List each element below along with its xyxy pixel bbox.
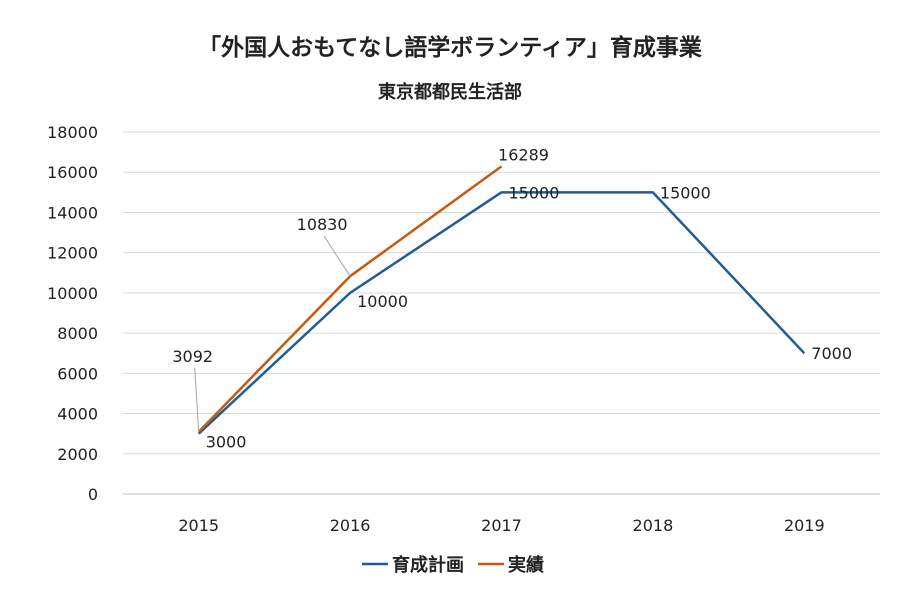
- y-tick-label: 4000: [57, 405, 98, 424]
- chart-subtitle: 東京都都民生活部: [378, 82, 522, 103]
- x-tick-label: 2015: [178, 516, 219, 535]
- x-tick-label: 2017: [481, 516, 522, 535]
- data-label-plan: 15000: [509, 183, 560, 202]
- leader-line: [323, 235, 351, 277]
- y-tick-label: 10000: [47, 284, 98, 303]
- data-label-plan: 7000: [811, 344, 852, 363]
- x-tick-label: 2016: [330, 516, 371, 535]
- x-tick-label: 2019: [784, 516, 825, 535]
- data-label-plan: 3000: [206, 433, 247, 452]
- data-label-plan: 15000: [660, 183, 711, 202]
- data-label-actual: 16289: [498, 145, 549, 164]
- y-tick-label: 2000: [57, 445, 98, 464]
- legend-label-actual: 実績: [508, 554, 544, 576]
- y-tick-label: 12000: [47, 244, 98, 263]
- data-label-actual: 3092: [172, 347, 213, 366]
- y-tick-label: 8000: [57, 324, 98, 343]
- x-tick-label: 2018: [633, 516, 674, 535]
- data-label-actual: 10830: [297, 215, 348, 234]
- chart-title: 「外国人おもてなし語学ボランティア」育成事業: [198, 35, 702, 61]
- leader-line: [194, 367, 200, 432]
- data-label-plan: 10000: [357, 292, 408, 311]
- y-tick-label: 6000: [57, 364, 98, 383]
- series-line-plan: [197, 191, 806, 435]
- legend-label-plan: 育成計画: [392, 554, 464, 576]
- y-tick-label: 14000: [47, 203, 98, 222]
- y-tick-label: 18000: [47, 123, 98, 142]
- y-tick-label: 16000: [47, 163, 98, 182]
- y-tick-label: 0: [88, 485, 98, 504]
